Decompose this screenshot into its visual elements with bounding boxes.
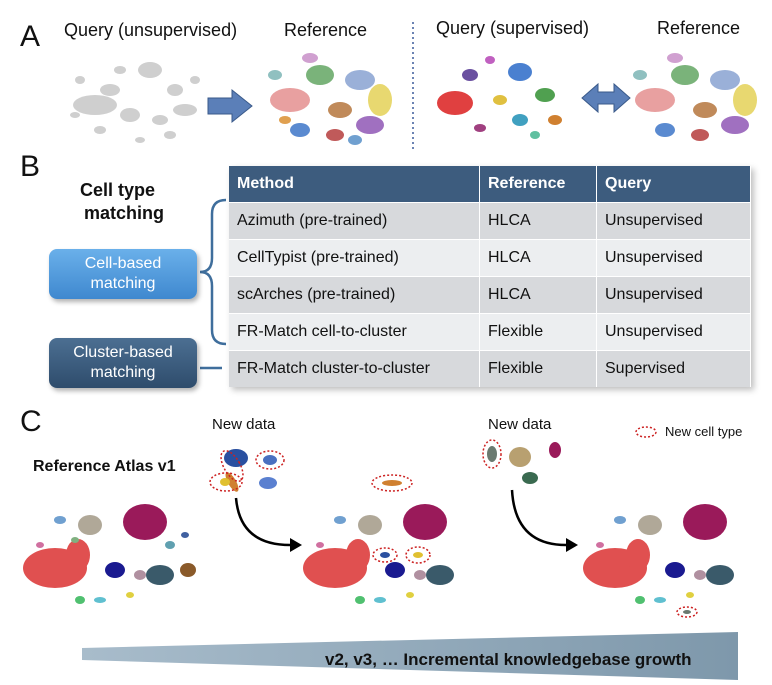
reference-right-label: Reference bbox=[657, 18, 741, 38]
methods-table: Method Reference Query Azimuth (pre-trai… bbox=[229, 166, 751, 387]
new-data-label-2: New data bbox=[488, 416, 552, 433]
reference-atlas-umap-1 bbox=[23, 504, 196, 604]
method-cell: FR-Match cluster-to-cluster bbox=[229, 350, 480, 387]
header-reference: Reference bbox=[479, 166, 597, 203]
curved-arrow-2 bbox=[510, 489, 567, 547]
table-row: CellTypist (pre-trained) HLCA Unsupervis… bbox=[229, 239, 751, 277]
reference-cell: Flexible bbox=[479, 350, 597, 387]
query-unsupervised-label: Query (unsupervised) bbox=[64, 20, 238, 40]
reference-cell: HLCA bbox=[479, 239, 597, 277]
cluster-based-matching-box: Cluster-based matching bbox=[49, 338, 197, 388]
panel-b-letter: B bbox=[20, 150, 41, 183]
right-arrow bbox=[207, 88, 253, 124]
table-row: FR-Match cluster-to-cluster Flexible Sup… bbox=[229, 350, 751, 387]
reference-atlas-umap-2 bbox=[303, 480, 454, 604]
reference-left-umap bbox=[268, 53, 392, 145]
legend-new-cell-type-label: New cell type bbox=[665, 424, 743, 439]
reference-atlas-label: Reference Atlas v1 bbox=[33, 458, 176, 475]
query-cell: Unsupervised bbox=[596, 239, 751, 277]
query-supervised-label: Query (supervised) bbox=[436, 18, 590, 38]
method-cell: scArches (pre-trained) bbox=[229, 276, 480, 314]
query-supervised-umap bbox=[437, 56, 562, 139]
cluster-based-line2: matching bbox=[90, 364, 156, 381]
panel-a-letter: A bbox=[20, 20, 41, 53]
curved-arrow-1 bbox=[234, 497, 291, 547]
reference-cell: Flexible bbox=[479, 313, 597, 351]
new-cell-type-outlines-1 bbox=[209, 449, 285, 492]
brace bbox=[199, 198, 227, 346]
new-data-label-1: New data bbox=[212, 416, 276, 433]
query-unsupervised-umap bbox=[70, 62, 200, 143]
method-cell: Azimuth (pre-trained) bbox=[229, 202, 480, 240]
cell-type-title-line2: matching bbox=[84, 203, 165, 223]
header-query: Query bbox=[596, 166, 751, 203]
reference-atlas-umap-3 bbox=[583, 504, 734, 614]
reference-left-label: Reference bbox=[284, 20, 368, 40]
cluster-based-line1: Cluster-based bbox=[73, 344, 173, 361]
cell-based-matching-box: Cell-based matching bbox=[49, 249, 197, 299]
new-data-2-cells bbox=[487, 442, 561, 484]
table-row: scArches (pre-trained) HLCA Unsupervised bbox=[229, 276, 751, 314]
query-cell: Unsupervised bbox=[596, 202, 751, 240]
new-cell-type-outline-3 bbox=[482, 439, 502, 469]
cell-based-line2: matching bbox=[90, 275, 156, 292]
growth-wedge bbox=[82, 632, 738, 680]
double-arrow bbox=[581, 82, 631, 114]
growth-label: v2, v3, … Incremental knowledgebase grow… bbox=[325, 650, 692, 669]
cell-based-line1: Cell-based bbox=[84, 255, 162, 272]
new-data-1-cells bbox=[220, 449, 277, 492]
reference-cell: HLCA bbox=[479, 202, 597, 240]
query-cell: Supervised bbox=[596, 350, 751, 387]
panel-c-letter: C bbox=[20, 405, 42, 438]
table-row: Azimuth (pre-trained) HLCA Unsupervised bbox=[229, 202, 751, 240]
new-cell-type-outline-4 bbox=[676, 606, 698, 618]
new-cell-type-outlines-2 bbox=[371, 474, 431, 564]
reference-right-umap bbox=[633, 53, 757, 141]
legend-new-cell-type-marker bbox=[635, 426, 657, 438]
cell-type-title-line1: Cell type bbox=[80, 180, 156, 200]
query-cell: Unsupervised bbox=[596, 276, 751, 314]
method-cell: CellTypist (pre-trained) bbox=[229, 239, 480, 277]
table-row: FR-Match cell-to-cluster Flexible Unsupe… bbox=[229, 313, 751, 351]
method-cell: FR-Match cell-to-cluster bbox=[229, 313, 480, 351]
reference-cell: HLCA bbox=[479, 276, 597, 314]
header-method: Method bbox=[229, 166, 480, 203]
table-header-row: Method Reference Query bbox=[229, 166, 751, 203]
query-cell: Unsupervised bbox=[596, 313, 751, 351]
